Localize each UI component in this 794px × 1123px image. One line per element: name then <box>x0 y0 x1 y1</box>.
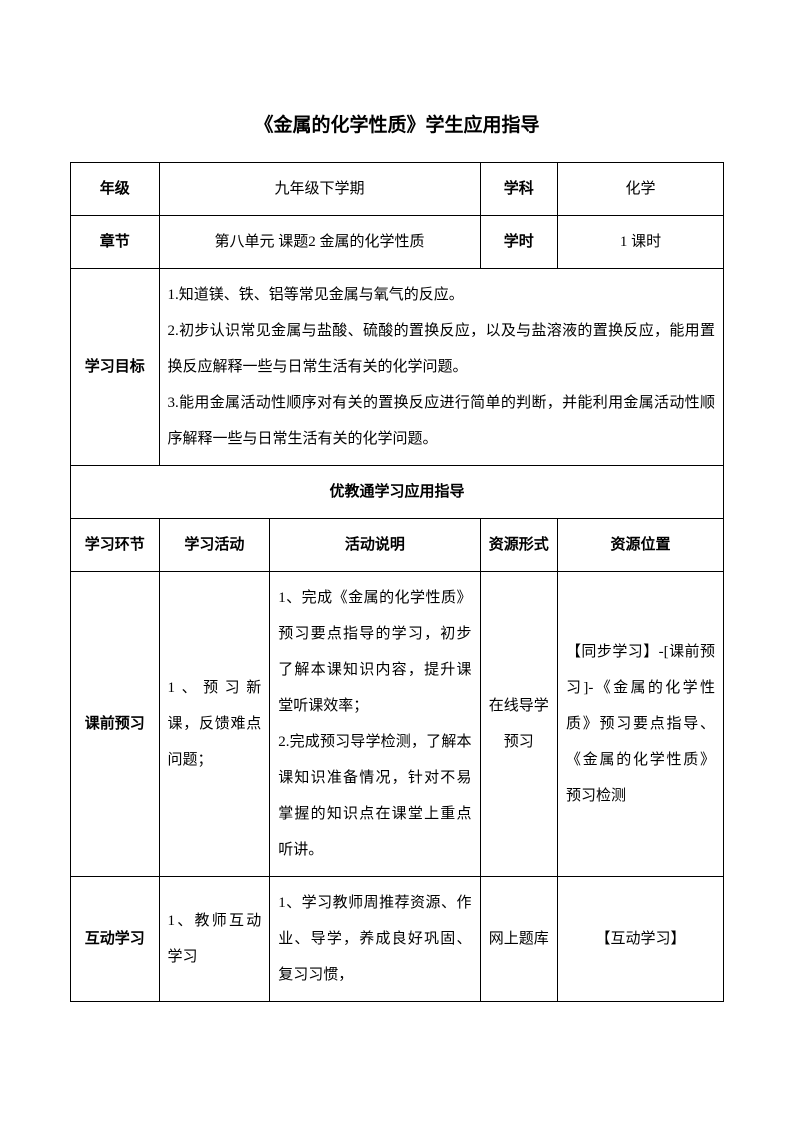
col-header-description: 活动说明 <box>270 519 480 572</box>
description-preview: 1、完成《金属的化学性质》预习要点指导的学习，初步了解本课知识内容，提升课堂听课… <box>270 572 480 877</box>
table-row: 互动学习 1、教师互动学习 1、学习教师周推荐资源、作业、导学，养成良好巩固、复… <box>71 877 724 1002</box>
section-header: 优教通学习应用指导 <box>71 466 724 519</box>
period-value: 1 课时 <box>557 216 723 269</box>
format-preview: 在线导学预习 <box>480 572 557 877</box>
subject-value: 化学 <box>557 163 723 216</box>
page-title: 《金属的化学性质》学生应用指导 <box>70 110 724 137</box>
description-interactive: 1、学习教师周推荐资源、作业、导学，养成良好巩固、复习习惯， <box>270 877 480 1002</box>
grade-label: 年级 <box>71 163 160 216</box>
table-row: 章节 第八单元 课题2 金属的化学性质 学时 1 课时 <box>71 216 724 269</box>
location-interactive: 【互动学习】 <box>557 877 723 1002</box>
table-row: 优教通学习应用指导 <box>71 466 724 519</box>
period-label: 学时 <box>480 216 557 269</box>
activity-preview: 1、预习新课，反馈难点问题； <box>159 572 270 877</box>
location-preview: 【同步学习】-[课前预习]-《金属的化学性质》预习要点指导、《金属的化学性质》预… <box>557 572 723 877</box>
table-row: 年级 九年级下学期 学科 化学 <box>71 163 724 216</box>
table-row: 学习环节 学习活动 活动说明 资源形式 资源位置 <box>71 519 724 572</box>
main-table: 年级 九年级下学期 学科 化学 章节 第八单元 课题2 金属的化学性质 学时 1… <box>70 162 724 1002</box>
objectives-content: 1.知道镁、铁、铝等常见金属与氧气的反应。 2.初步认识常见金属与盐酸、硫酸的置… <box>159 269 723 466</box>
format-interactive: 网上题库 <box>480 877 557 1002</box>
chapter-value: 第八单元 课题2 金属的化学性质 <box>159 216 480 269</box>
subject-label: 学科 <box>480 163 557 216</box>
chapter-label: 章节 <box>71 216 160 269</box>
table-row: 课前预习 1、预习新课，反馈难点问题； 1、完成《金属的化学性质》预习要点指导的… <box>71 572 724 877</box>
col-header-format: 资源形式 <box>480 519 557 572</box>
activity-interactive: 1、教师互动学习 <box>159 877 270 1002</box>
stage-preview: 课前预习 <box>71 572 160 877</box>
grade-value: 九年级下学期 <box>159 163 480 216</box>
objectives-label: 学习目标 <box>71 269 160 466</box>
stage-interactive: 互动学习 <box>71 877 160 1002</box>
col-header-location: 资源位置 <box>557 519 723 572</box>
col-header-activity: 学习活动 <box>159 519 270 572</box>
table-row: 学习目标 1.知道镁、铁、铝等常见金属与氧气的反应。 2.初步认识常见金属与盐酸… <box>71 269 724 466</box>
col-header-stage: 学习环节 <box>71 519 160 572</box>
